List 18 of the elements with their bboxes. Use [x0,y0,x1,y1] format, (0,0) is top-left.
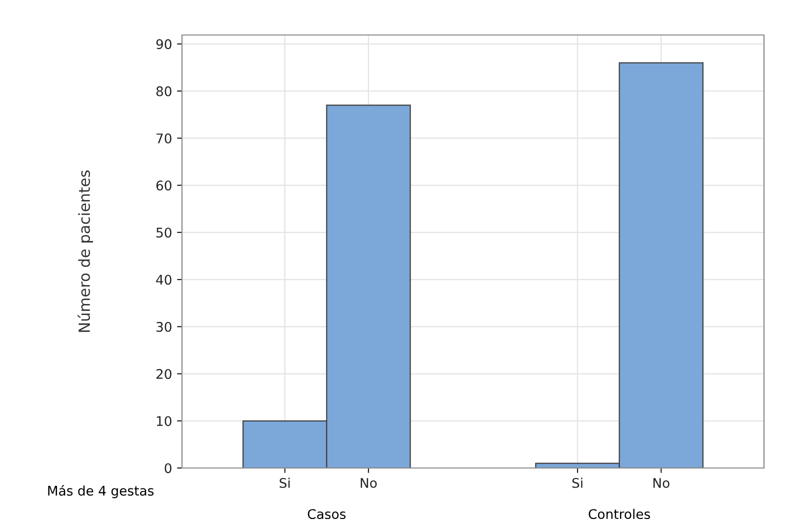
y-tick-label: 0 [164,463,172,474]
text: Controles [588,508,650,520]
x-tick-label: Si [280,478,290,488]
y-tick-label: 10 [156,416,172,426]
y-tick-label: 70 [156,133,172,144]
y-tick-label: 60 [156,180,172,190]
y-tick-label: 80 [156,86,172,96]
y-tick-label: 50 [156,228,172,238]
y-tick-label: 30 [156,322,172,332]
text: Casos [308,509,346,520]
text: Más de 4 gestas [48,484,154,498]
y-tick-label: 40 [156,274,172,285]
x-tick-label: No [360,478,377,488]
x-tick-label: No [653,478,670,488]
y-axis-title: Número de pacientes [78,170,93,332]
y-tick-label: 20 [156,368,172,379]
x-tick-label: Si [572,478,582,488]
y-tick-label: 90 [156,39,172,50]
